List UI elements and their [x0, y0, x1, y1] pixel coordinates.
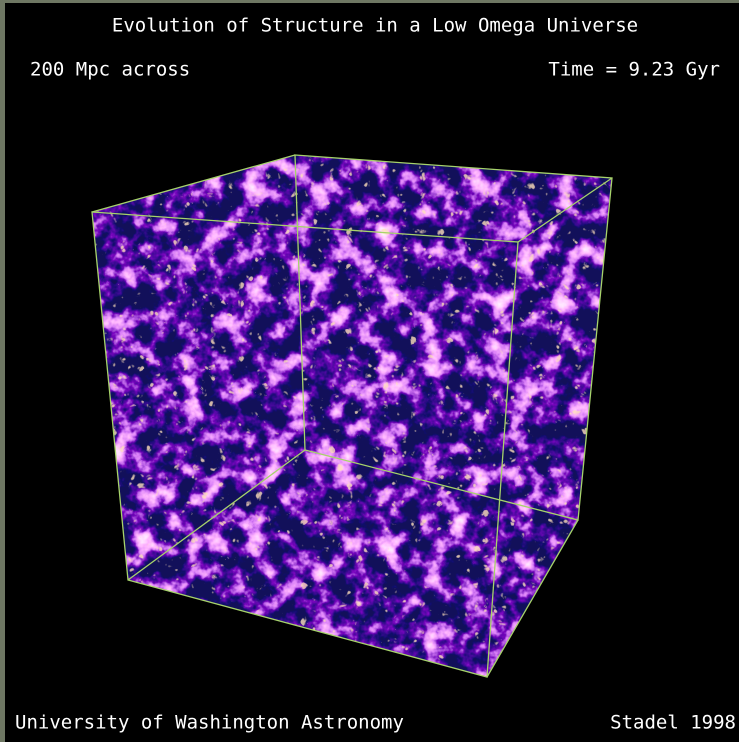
- cosmic-web: [80, 150, 620, 680]
- time-label: Time = 9.23 Gyr: [548, 59, 720, 81]
- credit-left: University of Washington Astronomy: [15, 712, 404, 734]
- title: Evolution of Structure in a Low Omega Un…: [112, 15, 638, 37]
- video-frame: Evolution of Structure in a Low Omega Un…: [0, 0, 739, 742]
- credit-right: Stadel 1998: [610, 712, 736, 734]
- scale-label: 200 Mpc across: [30, 59, 190, 81]
- simulation-image: Evolution of Structure in a Low Omega Un…: [5, 3, 739, 742]
